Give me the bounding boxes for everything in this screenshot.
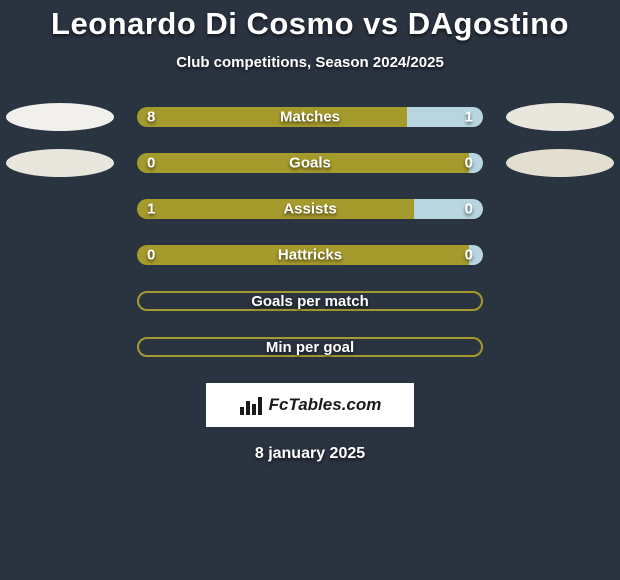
stat-bar: 8 Matches 1: [137, 107, 483, 127]
logo-badge: FcTables.com: [206, 383, 414, 427]
player-badge-right: [506, 149, 614, 177]
stat-label: Assists: [283, 201, 336, 218]
stat-row: 0 Hattricks 0: [0, 245, 620, 265]
stat-value-right: 1: [465, 109, 473, 126]
stat-value-left: 0: [147, 247, 155, 264]
stat-value-left: 0: [147, 155, 155, 172]
stat-bar: 0 Hattricks 0: [137, 245, 483, 265]
stat-value-right: 0: [465, 155, 473, 172]
bar-segment-left: [137, 199, 414, 219]
stat-label: Goals per match: [251, 293, 369, 310]
stat-row: Goals per match: [0, 291, 620, 311]
stat-bar-empty: Min per goal: [137, 337, 483, 357]
stat-value-right: 0: [465, 201, 473, 218]
stat-value-left: 1: [147, 201, 155, 218]
page-title: Leonardo Di Cosmo vs DAgostino: [0, 6, 620, 42]
stat-bar-empty: Goals per match: [137, 291, 483, 311]
comparison-card: Leonardo Di Cosmo vs DAgostino Club comp…: [0, 0, 620, 463]
stat-value-right: 0: [465, 247, 473, 264]
stat-bar: 1 Assists 0: [137, 199, 483, 219]
stat-label: Goals: [289, 155, 331, 172]
stat-row: Min per goal: [0, 337, 620, 357]
player-badge-right: [506, 103, 614, 131]
stat-label: Matches: [280, 109, 340, 126]
stat-row: 8 Matches 1: [0, 107, 620, 127]
stat-label: Min per goal: [266, 339, 354, 356]
logo-text: FcTables.com: [269, 395, 382, 415]
stat-bar: 0 Goals 0: [137, 153, 483, 173]
stat-value-left: 8: [147, 109, 155, 126]
date-label: 8 january 2025: [0, 445, 620, 463]
stats-list: 8 Matches 1 0 Goals 0 1 Assists 0 0 Hattricks 0 Goal…: [0, 107, 620, 357]
stat-row: 0 Goals 0: [0, 153, 620, 173]
player-badge-left: [6, 149, 114, 177]
player-badge-left: [6, 103, 114, 131]
bar-segment-left: [137, 107, 407, 127]
chart-icon: [239, 395, 263, 415]
subtitle: Club competitions, Season 2024/2025: [0, 54, 620, 71]
stat-row: 1 Assists 0: [0, 199, 620, 219]
stat-label: Hattricks: [278, 247, 342, 264]
